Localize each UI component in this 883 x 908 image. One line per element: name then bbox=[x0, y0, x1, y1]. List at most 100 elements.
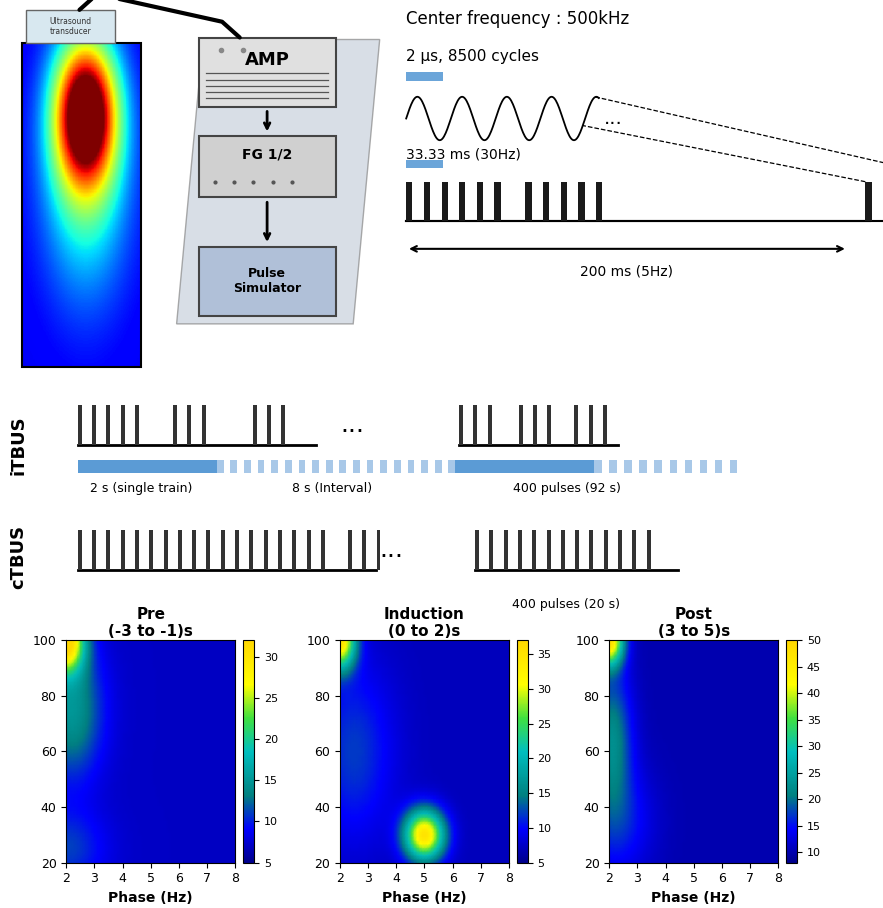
Text: AMP: AMP bbox=[245, 51, 290, 69]
Text: 8 s (Interval): 8 s (Interval) bbox=[292, 482, 372, 496]
Text: ...: ... bbox=[340, 413, 364, 437]
Bar bbox=[394, 459, 401, 473]
Bar bbox=[475, 530, 479, 570]
Bar bbox=[163, 530, 168, 570]
Bar bbox=[575, 405, 578, 445]
Bar bbox=[149, 530, 154, 570]
Text: FG 1/2: FG 1/2 bbox=[242, 148, 292, 162]
Bar bbox=[594, 459, 602, 473]
Bar bbox=[235, 530, 239, 570]
Bar bbox=[518, 405, 523, 445]
Text: 2 s (single train): 2 s (single train) bbox=[90, 482, 192, 496]
X-axis label: Phase (Hz): Phase (Hz) bbox=[109, 891, 193, 905]
Bar bbox=[230, 459, 238, 473]
Bar bbox=[473, 405, 478, 445]
Bar bbox=[449, 459, 456, 473]
Bar bbox=[244, 459, 251, 473]
Bar bbox=[424, 182, 430, 222]
Bar bbox=[487, 405, 492, 445]
Bar bbox=[199, 37, 336, 106]
Bar bbox=[78, 405, 82, 445]
Text: ...: ... bbox=[604, 109, 623, 128]
Bar bbox=[135, 405, 139, 445]
Bar bbox=[646, 530, 651, 570]
Text: cTBUS: cTBUS bbox=[9, 525, 27, 589]
Bar bbox=[92, 530, 96, 570]
Bar bbox=[292, 530, 296, 570]
Text: 2 μs, 8500 cycles: 2 μs, 8500 cycles bbox=[406, 49, 540, 64]
Bar bbox=[298, 459, 306, 473]
Bar bbox=[78, 459, 217, 473]
Bar bbox=[306, 530, 311, 570]
Bar bbox=[503, 530, 508, 570]
Bar bbox=[596, 182, 602, 222]
X-axis label: Phase (Hz): Phase (Hz) bbox=[652, 891, 736, 905]
Bar bbox=[22, 44, 141, 368]
Bar bbox=[381, 459, 387, 473]
Bar bbox=[624, 459, 632, 473]
Bar bbox=[518, 530, 522, 570]
Bar bbox=[362, 530, 366, 570]
Bar bbox=[135, 530, 139, 570]
Bar bbox=[632, 530, 637, 570]
Bar bbox=[408, 459, 414, 473]
Polygon shape bbox=[177, 39, 380, 324]
Bar bbox=[669, 459, 677, 473]
Bar bbox=[285, 459, 291, 473]
Bar bbox=[281, 405, 285, 445]
Bar bbox=[547, 405, 551, 445]
Bar bbox=[207, 530, 210, 570]
Bar bbox=[264, 530, 268, 570]
Bar bbox=[729, 459, 737, 473]
Bar bbox=[459, 182, 465, 222]
Bar bbox=[173, 405, 177, 445]
Bar bbox=[547, 530, 551, 570]
Bar bbox=[421, 459, 428, 473]
Bar bbox=[406, 73, 443, 81]
Bar bbox=[313, 459, 319, 473]
Bar bbox=[106, 530, 110, 570]
Bar bbox=[221, 530, 224, 570]
Bar bbox=[609, 459, 617, 473]
Bar bbox=[578, 182, 585, 222]
Text: iTBUS: iTBUS bbox=[9, 415, 27, 475]
Bar bbox=[561, 530, 565, 570]
Bar bbox=[575, 530, 579, 570]
Bar bbox=[321, 530, 325, 570]
Bar bbox=[434, 459, 442, 473]
Bar bbox=[603, 405, 607, 445]
Bar bbox=[442, 182, 448, 222]
Bar bbox=[494, 182, 501, 222]
Bar bbox=[865, 182, 872, 222]
Bar bbox=[456, 459, 594, 473]
Bar bbox=[258, 459, 265, 473]
Bar bbox=[187, 405, 192, 445]
Bar bbox=[217, 459, 223, 473]
Bar bbox=[684, 459, 692, 473]
Bar bbox=[249, 530, 253, 570]
Bar bbox=[92, 405, 96, 445]
Bar bbox=[271, 459, 278, 473]
Bar bbox=[525, 182, 532, 222]
Bar bbox=[532, 530, 536, 570]
Title: Post
(3 to 5)s: Post (3 to 5)s bbox=[658, 607, 730, 639]
Bar bbox=[604, 530, 608, 570]
X-axis label: Phase (Hz): Phase (Hz) bbox=[382, 891, 467, 905]
Bar bbox=[78, 530, 82, 570]
Bar bbox=[177, 530, 182, 570]
Text: Center frequency : 500kHz: Center frequency : 500kHz bbox=[406, 10, 630, 28]
Bar bbox=[639, 459, 647, 473]
Bar bbox=[121, 405, 125, 445]
Bar bbox=[699, 459, 707, 473]
Bar bbox=[590, 530, 593, 570]
Text: 200 ms (5Hz): 200 ms (5Hz) bbox=[580, 264, 674, 279]
Bar bbox=[406, 160, 443, 168]
Bar bbox=[267, 405, 271, 445]
Bar bbox=[199, 136, 336, 197]
Bar bbox=[366, 459, 374, 473]
Bar bbox=[201, 405, 206, 445]
Bar bbox=[192, 530, 196, 570]
Bar bbox=[477, 182, 483, 222]
Bar bbox=[406, 182, 412, 222]
Bar bbox=[106, 405, 110, 445]
